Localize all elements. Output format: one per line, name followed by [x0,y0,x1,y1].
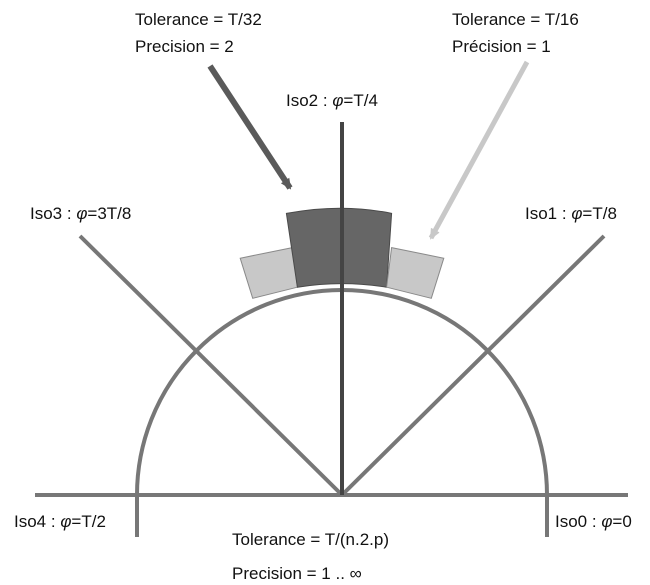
iso1-phi: φ [571,204,582,223]
sector-light-right [386,247,445,299]
iso4-label: Iso4 : φ=T/2 [14,512,106,531]
iso1-label: Iso1 : φ=T/8 [525,204,617,223]
iso4-sep: : [46,512,60,531]
bottom-precision: Precision = 1 .. ∞ [232,564,362,583]
sector-light-left [239,247,298,299]
iso0-phi: φ [601,512,612,531]
iso0-phase: =0 [612,512,631,531]
iso2-label: Iso2 : φ=T/4 [286,91,378,110]
arrow-t32 [207,64,293,190]
arrow-t16 [428,60,530,240]
callout-t32-precision: Precision = 2 [135,37,234,56]
iso2-phase: =T/4 [343,91,378,110]
iso3-sep: : [62,204,76,223]
iso1-phase: =T/8 [582,204,617,223]
iso1-sep: : [557,204,571,223]
iso2-name: Iso2 [286,91,318,110]
callout-t16-precision: Précision = 1 [452,37,551,56]
iso4-phase: =T/2 [71,512,106,531]
sector-dark-center [285,207,393,288]
iso1-name: Iso1 [525,204,557,223]
iso4-name: Iso4 [14,512,46,531]
iso4-phi: φ [60,512,71,531]
iso2-sep: : [318,91,332,110]
iso1-line [340,234,606,497]
iso3-label: Iso3 : φ=3T/8 [30,204,131,223]
iso3-phi: φ [76,204,87,223]
iso0-label: Iso0 : φ=0 [555,512,632,531]
callout-t16-tolerance: Tolerance = T/16 [452,10,579,29]
iso0-name: Iso0 [555,512,587,531]
iso3-name: Iso3 [30,204,62,223]
callout-t32-tolerance: Tolerance = T/32 [135,10,262,29]
iso3-phase: =3T/8 [87,204,131,223]
bottom-tolerance: Tolerance = T/(n.2.p) [232,530,389,549]
iso2-phi: φ [332,91,343,110]
iso3-line [78,234,344,497]
iso0-sep: : [587,512,601,531]
